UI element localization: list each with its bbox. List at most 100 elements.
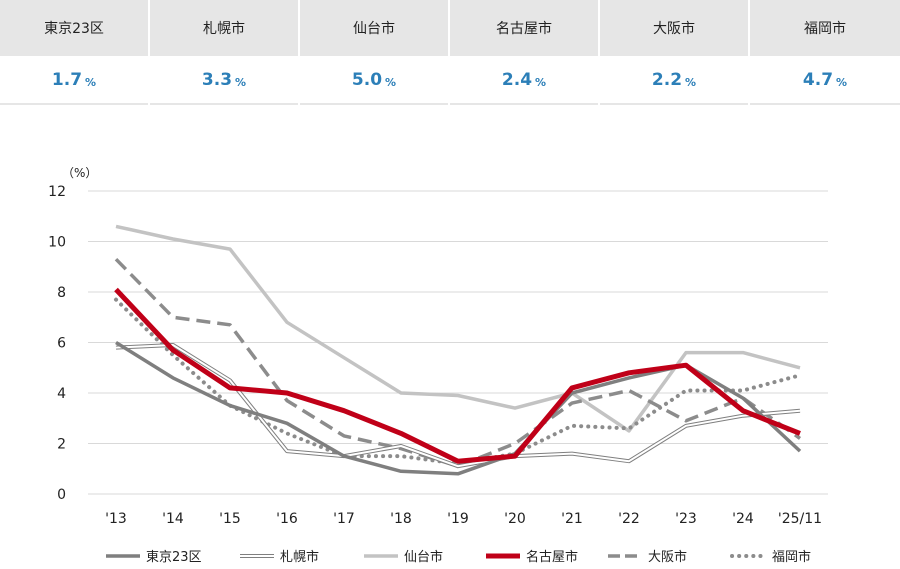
data-point bbox=[684, 388, 688, 392]
y-tick-label: 8 bbox=[57, 285, 66, 301]
data-point bbox=[570, 386, 574, 390]
x-tick-label: '22 bbox=[618, 511, 640, 527]
stat-unit: % bbox=[385, 75, 397, 89]
x-tick-label: '23 bbox=[675, 511, 697, 527]
data-point bbox=[741, 414, 745, 418]
legend-label: 名古屋市 bbox=[526, 549, 578, 565]
gridlines bbox=[88, 190, 828, 495]
stat-unit: % bbox=[85, 75, 97, 89]
data-point bbox=[513, 406, 517, 410]
x-tick-label: '21 bbox=[561, 511, 583, 527]
vacancy-rate-summary: 東京23区 1.7% 札幌市 3.3% 仙台市 5.0% 名古屋市 2.4% 大… bbox=[0, 0, 900, 105]
data-point bbox=[741, 396, 745, 400]
stat-unit: % bbox=[535, 75, 547, 89]
data-point bbox=[342, 454, 346, 458]
series-line bbox=[114, 257, 802, 468]
x-tick-label: '13 bbox=[105, 511, 127, 527]
stat-city-label: 名古屋市 bbox=[450, 0, 598, 57]
stat-value: 4.7 bbox=[802, 70, 834, 90]
stat-sendai: 仙台市 5.0% bbox=[300, 0, 450, 105]
stat-value-cell: 2.4% bbox=[450, 57, 598, 105]
x-tick-label: '24 bbox=[732, 511, 754, 527]
stat-city-label: 札幌市 bbox=[150, 0, 298, 57]
stat-fukuoka: 福岡市 4.7% bbox=[750, 0, 900, 105]
legend-label: 大阪市 bbox=[648, 549, 687, 565]
series-line-inner bbox=[115, 344, 801, 468]
data-point bbox=[399, 454, 403, 458]
x-tick-label: '16 bbox=[276, 511, 298, 527]
x-tick-label: '19 bbox=[447, 511, 469, 527]
series-line bbox=[115, 341, 802, 476]
legend-label: 福岡市 bbox=[772, 549, 811, 565]
data-point bbox=[627, 426, 631, 430]
data-point bbox=[798, 409, 802, 413]
data-point bbox=[570, 424, 574, 428]
data-point bbox=[285, 449, 289, 453]
vacancy-rate-line-chart: （%） 0 2 4 6 8 10 12 '13 '14 '15 '16 '17 '18 '19 '20 '2… bbox=[48, 166, 828, 565]
data-point bbox=[798, 366, 802, 370]
data-point bbox=[741, 351, 745, 355]
legend-label: 札幌市 bbox=[280, 549, 319, 565]
data-point bbox=[171, 237, 175, 241]
stat-value: 1.7 bbox=[51, 70, 83, 90]
stat-city-label: 東京23区 bbox=[0, 0, 148, 57]
series-line bbox=[115, 224, 801, 433]
stat-osaka: 大阪市 2.2% bbox=[600, 0, 750, 105]
stat-value-cell: 5.0% bbox=[300, 57, 448, 105]
data-point bbox=[228, 378, 232, 382]
stat-value: 2.4 bbox=[501, 70, 533, 90]
x-tick-label: '17 bbox=[333, 511, 355, 527]
data-point bbox=[171, 348, 175, 352]
stat-unit: % bbox=[836, 75, 848, 89]
y-tick-label: 0 bbox=[57, 487, 66, 503]
x-tick-label: '25/11 bbox=[778, 511, 822, 527]
data-point bbox=[114, 257, 118, 261]
data-point bbox=[513, 454, 517, 458]
data-point bbox=[684, 424, 688, 428]
data-point bbox=[456, 459, 460, 463]
legend-label: 東京23区 bbox=[146, 549, 202, 565]
data-point bbox=[342, 434, 346, 438]
data-point bbox=[627, 459, 631, 463]
data-point bbox=[399, 469, 403, 473]
data-point bbox=[228, 247, 232, 251]
data-point bbox=[285, 320, 289, 324]
data-point bbox=[684, 419, 688, 423]
series-line bbox=[114, 287, 801, 464]
stat-value-cell: 2.2% bbox=[600, 57, 748, 105]
data-point bbox=[798, 436, 802, 440]
data-point bbox=[798, 431, 802, 435]
legend-label: 仙台市 bbox=[404, 549, 443, 565]
series-lines bbox=[114, 224, 802, 476]
stat-value: 3.3 bbox=[201, 70, 233, 90]
data-point bbox=[684, 363, 688, 367]
data-point bbox=[741, 409, 745, 413]
stat-value-cell: 1.7% bbox=[0, 57, 148, 105]
stat-city-label: 仙台市 bbox=[300, 0, 448, 57]
data-point bbox=[399, 391, 403, 395]
data-point bbox=[342, 356, 346, 360]
y-axis-label: （%） bbox=[62, 166, 97, 180]
stat-value: 5.0 bbox=[351, 70, 383, 90]
stat-tokyo23: 東京23区 1.7% bbox=[0, 0, 150, 105]
data-point bbox=[114, 224, 118, 228]
stat-value-cell: 3.3% bbox=[150, 57, 298, 105]
series-line-outer bbox=[115, 343, 801, 469]
x-tick-label: '15 bbox=[219, 511, 241, 527]
x-tick-label: '14 bbox=[162, 511, 184, 527]
y-tick-label: 2 bbox=[57, 437, 66, 453]
data-point bbox=[627, 388, 631, 392]
data-point bbox=[171, 376, 175, 380]
data-point bbox=[456, 394, 460, 398]
stat-sapporo: 札幌市 3.3% bbox=[150, 0, 300, 105]
data-point bbox=[399, 444, 403, 448]
data-point bbox=[228, 404, 232, 408]
data-point bbox=[114, 341, 118, 345]
stat-city-label: 福岡市 bbox=[750, 0, 900, 57]
data-point bbox=[570, 452, 574, 456]
data-point bbox=[798, 449, 802, 453]
stat-city-label: 大阪市 bbox=[600, 0, 748, 57]
legend: 東京23区 札幌市 仙台市 名古屋市 大阪市 福岡市 bbox=[106, 549, 811, 565]
data-point bbox=[285, 399, 289, 403]
x-tick-label: '18 bbox=[390, 511, 412, 527]
